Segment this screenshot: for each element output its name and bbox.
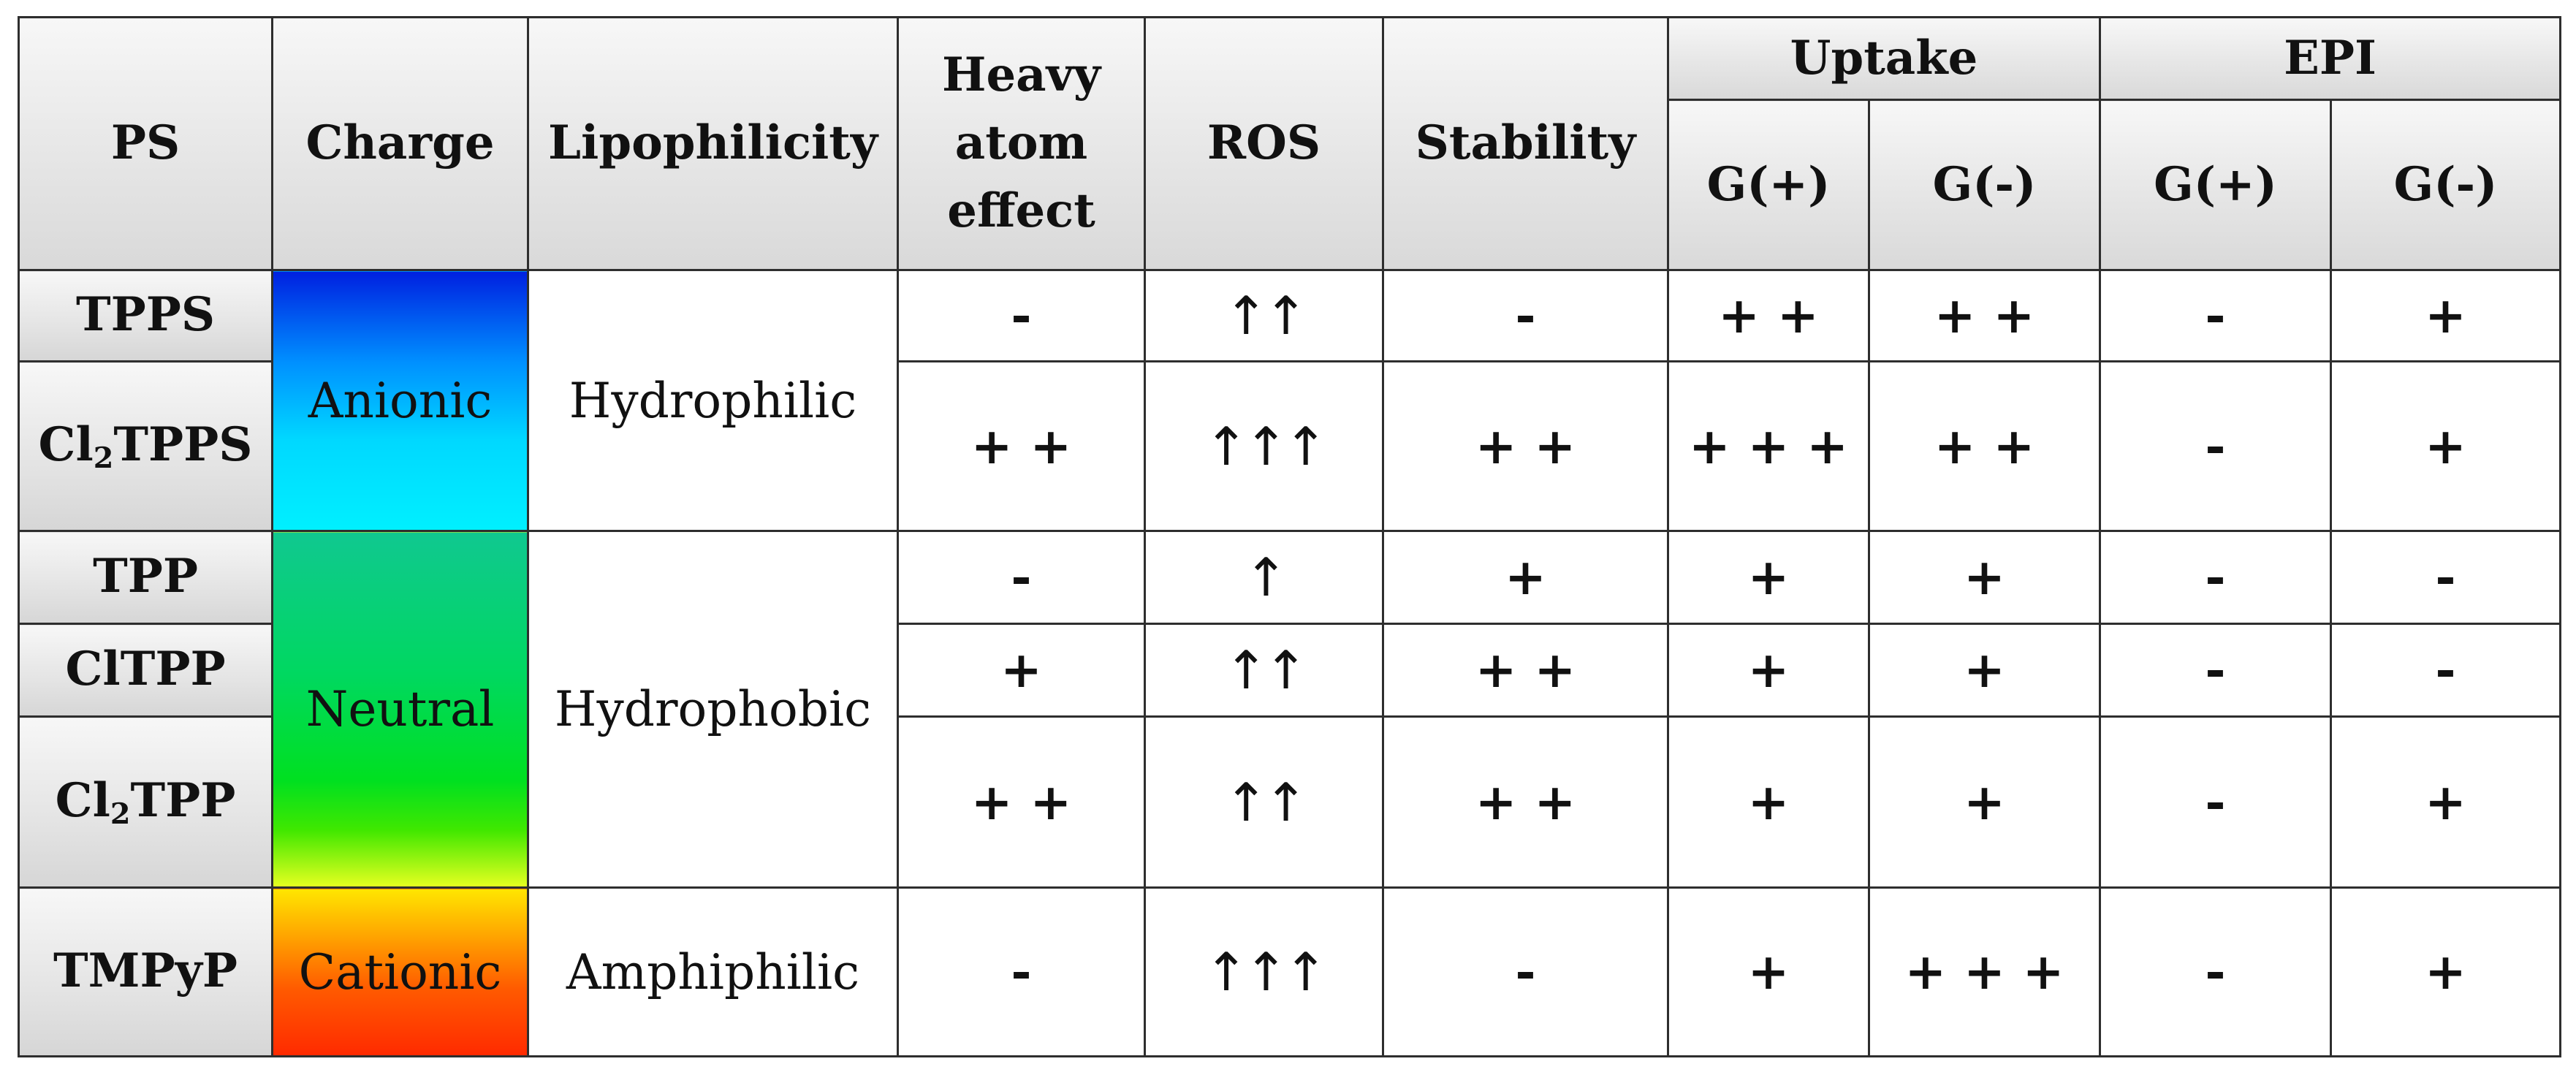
epi-gpos-value: - [2099,269,2332,362]
ps-name: TMPyP [18,886,273,1057]
epi-gneg-value: - [2330,623,2561,718]
uptake-gpos-value: + [1667,715,1870,889]
table-row: ClTPP + ↑↑ + + + + - - [18,623,2561,718]
epi-gneg-value: + [2330,715,2561,889]
header-uptake-gpos: G(+) [1667,99,1870,271]
porphyrin-properties-table: PS Charge Lipophilicity Heavy atom effec… [18,16,2561,1057]
ros-value: ↑↑↑ [1144,360,1384,532]
table-row: TMPyP Cationic Amphiphilic - ↑↑↑ - + + +… [18,886,2561,1057]
table-row: TPP Neutral Hydrophobic - ↑ + + + - - [18,530,2561,889]
uptake-gpos-value: + + [1667,269,1870,362]
header-lipophilicity: Lipophilicity [527,16,899,271]
heavy-atom-value: - [897,886,1146,1057]
heavy-atom-value: + + [897,360,1146,532]
uptake-gpos-value: + [1667,886,1870,1057]
stability-value: + + [1382,623,1669,718]
header-heavy-line-2: atom [954,115,1088,171]
header-heavy-line-1: Heavy [941,48,1101,103]
heavy-atom-value: + [897,623,1146,718]
ros-value: ↑↑ [1144,623,1384,718]
header-stability: Stability [1382,16,1669,271]
table-row: TPPS Anionic Hydrophilic - ↑↑ - + + + + … [18,269,2561,532]
uptake-gpos-value: + [1667,530,1870,625]
charge-cationic: Cationic [271,886,529,1057]
epi-gneg-value: + [2330,886,2561,1057]
lipophilicity-amphiphilic: Amphiphilic [527,886,899,1057]
header-uptake-gneg: G(-) [1868,99,2101,271]
ros-value: ↑↑ [1144,269,1384,362]
header-heavy-line-3: effect [947,183,1095,238]
heavy-atom-value: - [897,269,1146,362]
header-charge: Charge [271,16,529,271]
charge-anionic: Anionic [271,269,529,532]
table-row: Cl2TPP + + ↑↑ + + + + - + [18,715,2561,889]
uptake-gneg-value: + [1868,530,2101,625]
header-heavy-atom-effect: Heavy atom effect [897,16,1146,271]
ps-name: TPPS [18,269,273,362]
uptake-gpos-value: + + + [1667,360,1870,532]
ps-name: TPP [18,530,273,625]
epi-gpos-value: - [2099,886,2332,1057]
table-row: Cl2TPPS + + ↑↑↑ + + + + + + + - + [18,360,2561,532]
heavy-atom-value: + + [897,715,1146,889]
header-epi-gpos: G(+) [2099,99,2332,271]
uptake-gneg-value: + + [1868,360,2101,532]
stability-value: + + [1382,715,1669,889]
stability-value: + [1382,530,1669,625]
ros-value: ↑↑↑ [1144,886,1384,1057]
epi-gpos-value: - [2099,623,2332,718]
header-epi-gneg: G(-) [2330,99,2561,271]
charge-neutral: Neutral [271,530,529,889]
heavy-atom-value: - [897,530,1146,625]
header-row-top: PS Charge Lipophilicity Heavy atom effec… [18,16,2561,271]
epi-gneg-value: + [2330,360,2561,532]
header-uptake: Uptake [1667,16,2101,101]
epi-gneg-value: - [2330,530,2561,625]
epi-gpos-value: - [2099,715,2332,889]
epi-gpos-value: - [2099,530,2332,625]
epi-gneg-value: + [2330,269,2561,362]
epi-gpos-value: - [2099,360,2332,532]
header-epi: EPI [2099,16,2561,101]
header-row-sub: G(+) G(-) G(+) G(-) [19,99,2561,271]
uptake-gneg-value: + [1868,623,2101,718]
uptake-gneg-value: + + [1868,269,2101,362]
header-ros: ROS [1144,16,1384,271]
stability-value: - [1382,269,1669,362]
stability-value: - [1382,886,1669,1057]
ros-value: ↑↑ [1144,715,1384,889]
uptake-gneg-value: + [1868,715,2101,889]
uptake-gpos-value: + [1667,623,1870,718]
stability-value: + + [1382,360,1669,532]
uptake-gneg-value: + + + [1868,886,2101,1057]
ros-value: ↑ [1144,530,1384,625]
ps-name: Cl2TPP [18,715,273,889]
ps-name: Cl2TPPS [18,360,273,532]
lipophilicity-hydrophobic: Hydrophobic [527,530,899,889]
ps-name: ClTPP [18,623,273,718]
lipophilicity-hydrophilic: Hydrophilic [527,269,899,532]
header-ps: PS [18,16,273,271]
